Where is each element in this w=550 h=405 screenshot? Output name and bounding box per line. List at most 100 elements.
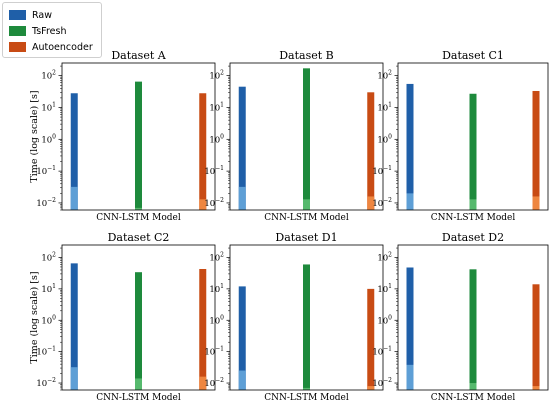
bar-autoencoder-total xyxy=(367,92,375,210)
bar-tsfresh-total xyxy=(303,68,310,211)
bar-raw-inference xyxy=(238,370,246,390)
plot-frame xyxy=(229,62,384,211)
bar-autoencoder-total xyxy=(532,284,540,390)
bar-autoencoder-inference xyxy=(367,386,375,390)
y-tick-label: 102 xyxy=(41,251,56,263)
bar-raw-total xyxy=(70,93,78,210)
panel-title: Dataset D2 xyxy=(442,231,504,244)
bar-raw-total xyxy=(406,83,414,210)
panel-2: 10−2 10−1 100 101 102 Dataset B CNN-LSTM Model xyxy=(204,49,384,223)
y-tick-label: 10−1 xyxy=(372,346,392,358)
bar-tsfresh-total xyxy=(303,264,310,390)
legend-label-tsfresh: TsFresh xyxy=(32,25,67,37)
bar-tsfresh-inference xyxy=(135,207,142,210)
y-tick-label: 101 xyxy=(377,101,392,113)
legend-label-raw: Raw xyxy=(32,9,52,21)
panel-1: 10−2 10−1 100 101 102 Dataset A CNN-LSTM Model… xyxy=(29,49,216,223)
bar-tsfresh-inference xyxy=(135,378,142,390)
bar-raw-total xyxy=(70,263,78,390)
x-axis-label: CNN-LSTM Model xyxy=(431,213,516,223)
bar-raw-inference xyxy=(406,364,414,390)
panel-title: Dataset A xyxy=(111,49,166,62)
legend-swatch-raw xyxy=(9,10,26,20)
legend-item-raw: Raw xyxy=(9,9,52,21)
bar-autoencoder-inference xyxy=(199,199,207,210)
plot-frame xyxy=(61,244,216,391)
bar-tsfresh-inference xyxy=(303,199,310,210)
bar-tsfresh-total xyxy=(469,269,477,390)
bar-tsfresh-total xyxy=(135,272,142,390)
y-tick-label: 101 xyxy=(41,283,56,295)
y-tick-label: 100 xyxy=(41,314,56,326)
y-axis-label: Time (log scale) [s] xyxy=(29,90,40,182)
bar-autoencoder-total xyxy=(367,288,375,390)
y-tick-label: 100 xyxy=(41,133,56,145)
y-tick-label: 10−1 xyxy=(372,165,392,177)
bar-raw-total xyxy=(238,86,246,210)
plot-frame xyxy=(61,62,216,211)
panel-6: 10−2 10−1 100 101 102 Dataset D2 CNN-LSTM Mode… xyxy=(372,231,549,403)
bar-tsfresh-total xyxy=(469,93,477,210)
panel-3: 10−2 10−1 100 101 102 Dataset C1 CNN-LSTM Mode… xyxy=(372,49,549,223)
bar-tsfresh-inference xyxy=(303,387,310,390)
bar-autoencoder-total xyxy=(199,93,207,210)
y-tick-label: 101 xyxy=(209,101,224,113)
bar-autoencoder-inference xyxy=(367,196,375,210)
y-tick-label: 100 xyxy=(377,133,392,145)
x-axis-label: CNN-LSTM Model xyxy=(96,213,181,223)
y-tick-label: 10−2 xyxy=(372,377,392,389)
y-tick-label: 102 xyxy=(209,70,224,82)
y-tick-label: 10−1 xyxy=(204,165,224,177)
x-axis-label: CNN-LSTM Model xyxy=(96,393,181,403)
legend-item-tsfresh: TsFresh xyxy=(9,25,66,37)
plot-frame xyxy=(229,244,384,391)
legend-item-autoencoder: Autoencoder xyxy=(9,41,93,53)
y-tick-label: 10−2 xyxy=(36,197,56,209)
bar-raw-inference xyxy=(70,186,78,210)
legend-swatch-autoencoder xyxy=(9,42,26,52)
bar-autoencoder-inference xyxy=(532,196,540,210)
bar-raw-inference xyxy=(70,367,78,390)
y-tick-label: 10−2 xyxy=(204,377,224,389)
y-tick-label: 102 xyxy=(41,70,56,82)
y-tick-label: 10−1 xyxy=(204,346,224,358)
y-tick-label: 102 xyxy=(209,251,224,263)
panel-title: Dataset C2 xyxy=(108,231,170,244)
bar-raw-inference xyxy=(406,193,414,210)
y-tick-label: 100 xyxy=(377,314,392,326)
panel-4: 10−2 10−1 100 101 102 Dataset C2 CNN-LSTM Mode… xyxy=(29,231,216,403)
panel-title: Dataset B xyxy=(279,49,334,62)
bar-autoencoder-inference xyxy=(532,386,540,390)
legend-label-autoencoder: Autoencoder xyxy=(32,41,93,53)
bar-raw-total xyxy=(406,267,414,390)
panel-title: Dataset C1 xyxy=(442,49,504,62)
y-tick-label: 101 xyxy=(209,283,224,295)
bar-raw-total xyxy=(238,286,246,390)
bar-tsfresh-inference xyxy=(469,199,477,210)
y-tick-label: 102 xyxy=(377,70,392,82)
x-axis-label: CNN-LSTM Model xyxy=(431,393,516,403)
y-tick-label: 10−1 xyxy=(36,346,56,358)
y-tick-label: 10−2 xyxy=(36,377,56,389)
y-tick-label: 10−2 xyxy=(372,197,392,209)
y-tick-label: 100 xyxy=(209,314,224,326)
panel-title: Dataset D1 xyxy=(275,231,337,244)
bar-autoencoder-inference xyxy=(199,376,207,390)
plot-frame xyxy=(397,62,549,211)
y-tick-label: 102 xyxy=(377,251,392,263)
bar-tsfresh-total xyxy=(135,81,142,211)
y-tick-label: 10−2 xyxy=(204,197,224,209)
plot-frame xyxy=(397,244,549,391)
y-tick-label: 10−1 xyxy=(36,165,56,177)
bar-autoencoder-total xyxy=(199,268,207,390)
y-tick-label: 100 xyxy=(209,133,224,145)
x-axis-label: CNN-LSTM Model xyxy=(264,213,349,223)
bar-autoencoder-total xyxy=(532,90,540,210)
legend-swatch-tsfresh xyxy=(9,26,26,36)
bar-raw-inference xyxy=(238,186,246,210)
y-tick-label: 101 xyxy=(41,101,56,113)
y-axis-label: Time (log scale) [s] xyxy=(29,271,40,363)
legend: Raw TsFresh Autoencoder xyxy=(2,2,102,58)
x-axis-label: CNN-LSTM Model xyxy=(264,393,349,403)
